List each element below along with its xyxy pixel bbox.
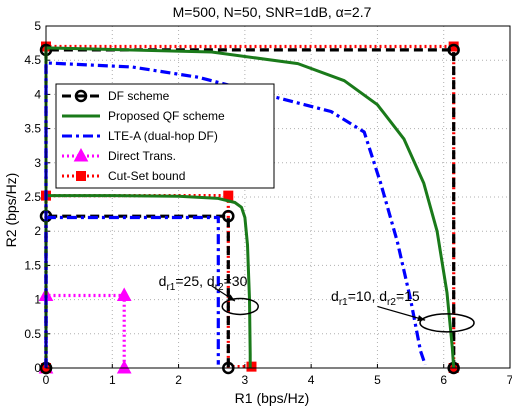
callout-arrowhead (417, 315, 426, 322)
y-tick-label: 0 (34, 361, 41, 375)
y-tick-label: 1.5 (24, 258, 41, 272)
x-tick-label: 2 (175, 373, 182, 387)
annotation-part: d (159, 273, 167, 289)
chart-title: M=500, N=50, SNR=1dB, α=2.7 (173, 4, 372, 20)
data-point (222, 209, 235, 223)
y-tick-label: 2.5 (24, 190, 41, 204)
annotation-part: =10, d (348, 288, 387, 304)
series-lte_near (44, 215, 220, 365)
callout-ellipse (419, 313, 475, 333)
axes-frame (45, 25, 511, 369)
series-line (44, 194, 252, 368)
legend-marker (73, 147, 89, 162)
series-line (44, 46, 456, 369)
annotation-part: r1 (339, 297, 348, 308)
x-tick-label: 3 (242, 373, 249, 387)
annotation-part: d (331, 288, 339, 304)
series-qf_near (44, 194, 252, 368)
callout-arrowhead (227, 294, 235, 301)
x-tick-label: 0 (43, 373, 50, 387)
series-line (44, 61, 427, 368)
annotation-label: dr1=25, dr2=30 (159, 273, 248, 293)
y-tick-label: 1 (34, 293, 41, 307)
y-tick-label: 4 (34, 87, 41, 101)
annotation-label: dr1=10, dr2=15 (331, 288, 420, 308)
series-direct_near (38, 287, 132, 374)
x-tick-label: 4 (308, 373, 315, 387)
legend: DF scheme Proposed QF scheme LTE-A (dual-h… (55, 83, 275, 189)
legend-marker (74, 89, 88, 103)
legend-label: Cut-Set bound (108, 169, 185, 183)
y-tick-label: 2 (34, 224, 41, 238)
y-tick-label: 0.5 (24, 327, 41, 341)
legend-label: LTE-A (dual-hop DF) (108, 129, 218, 143)
series-line (44, 215, 220, 365)
annotation-part: r1 (166, 282, 175, 293)
series-line (44, 214, 230, 368)
x-axis-label: R1 (bps/Hz) (235, 390, 310, 406)
y-tick-label: 3 (34, 156, 41, 170)
x-tick-label: 7 (507, 373, 512, 387)
y-tick-label: 4.5 (24, 53, 41, 67)
legend-marker (76, 171, 86, 181)
series-df_near (39, 209, 235, 375)
x-tick-label: 6 (440, 373, 447, 387)
annotation-part: r2 (215, 282, 224, 293)
legend-label: DF scheme (108, 89, 170, 103)
annotation-part: =25, d (175, 273, 214, 289)
data-point (447, 43, 460, 57)
annotation-part: =15 (396, 288, 420, 304)
series-qf_far (44, 46, 456, 369)
x-tick-label: 5 (374, 373, 381, 387)
data-point (116, 359, 132, 374)
x-tick-label: 1 (109, 373, 116, 387)
callout-ellipse (221, 297, 259, 316)
callout-arrow (377, 305, 426, 321)
tick-labels: 0 1 2 3 4 5 6 7 0 0.5 1 1.5 2 2.5 3 3.5 4 4.5 5 (24, 19, 512, 387)
legend-label: Proposed QF scheme (108, 109, 225, 123)
annotation-part: =30 (224, 273, 248, 289)
y-tick-label: 5 (34, 19, 41, 33)
legend-label: Direct Trans. (108, 149, 176, 163)
annotation-part: r2 (387, 297, 396, 308)
data-point (116, 287, 132, 301)
y-tick-label: 3.5 (24, 122, 41, 136)
y-axis-label: R2 (bps/Hz) (3, 173, 19, 248)
series-lte_far (44, 61, 427, 368)
